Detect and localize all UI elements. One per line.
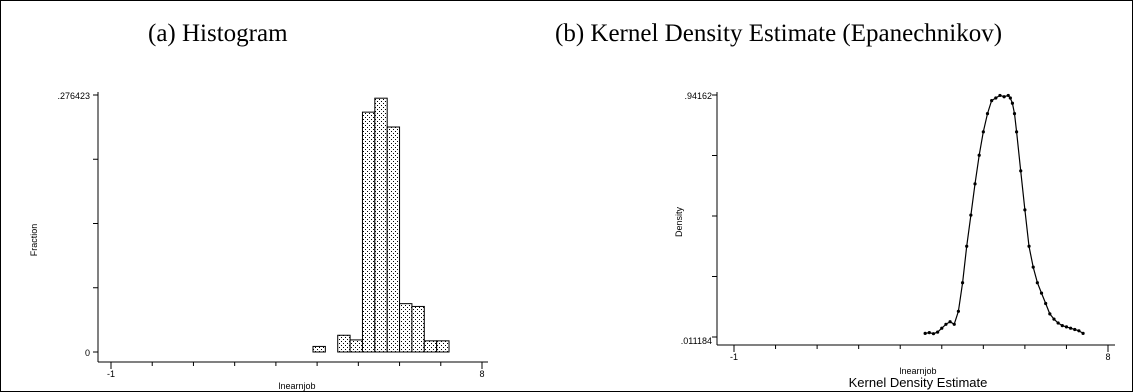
kde-point	[1044, 301, 1048, 306]
kde-line	[925, 94, 1084, 335]
kde-point	[998, 93, 1002, 98]
kde-point	[1060, 324, 1064, 328]
kde-ytick-label-top: .94162	[684, 91, 712, 101]
hist-xtick-label-left: -1	[107, 369, 115, 379]
histogram-bar	[386, 126, 401, 353]
kde-point	[1014, 130, 1019, 134]
kde-point	[965, 244, 969, 248]
kde-caption: Kernel Density Estimate	[849, 375, 988, 390]
histogram-panel: .276423 0 -1 8 Fraction lnearnjob	[29, 91, 488, 391]
kde-point	[1012, 112, 1017, 116]
kde-point	[960, 281, 965, 285]
histogram-bar	[374, 97, 388, 353]
kde-point	[1023, 208, 1027, 212]
kde-point	[1039, 291, 1044, 295]
histogram-bar	[361, 111, 376, 353]
histogram-bar	[349, 339, 363, 353]
histogram-bar	[337, 334, 351, 353]
kde-point	[1010, 101, 1015, 105]
kde-point	[977, 153, 981, 157]
kde-xtick-label-left: -1	[730, 352, 738, 362]
hist-y-axis-title: Fraction	[29, 224, 39, 257]
kde-point	[1006, 93, 1010, 98]
kde-point	[994, 96, 998, 100]
hist-xtick-label-right: 8	[479, 369, 484, 379]
kde-point	[1027, 244, 1031, 248]
kde-point	[1073, 327, 1077, 332]
kde-point	[990, 99, 994, 103]
kde-panel: .94162 .011184 -1 8 Density lnearnjob Ke…	[674, 91, 1115, 390]
kde-point	[956, 309, 961, 313]
kde-point	[952, 322, 956, 326]
hist-ytick-label-bottom: 0	[85, 348, 90, 358]
kde-point	[1052, 317, 1056, 321]
kde-point	[948, 320, 952, 324]
histogram-title: (a) Histogram	[148, 20, 288, 47]
histogram-bar	[399, 303, 413, 353]
kde-ytick-label-bottom: .011184	[681, 336, 712, 346]
histogram-bar	[312, 345, 326, 353]
kde-point	[1056, 321, 1060, 325]
kde-point	[1031, 265, 1035, 269]
kde-x-axis-title: lnearnjob	[899, 366, 936, 376]
histogram-bar	[411, 305, 425, 353]
kde-title: (b) Kernel Density Estimate (Epanechniko…	[555, 20, 1003, 47]
hist-x-axis-title: lnearnjob	[278, 381, 315, 391]
kde-point	[927, 331, 931, 335]
kde-point	[1019, 169, 1023, 173]
kde-point	[1081, 331, 1085, 336]
kde-point	[969, 213, 973, 217]
kde-point	[936, 330, 940, 334]
kde-point	[981, 130, 985, 134]
histogram-bar	[423, 340, 438, 353]
kde-point	[1035, 281, 1039, 285]
hist-ytick-label-top: .276423	[57, 91, 90, 101]
kde-point	[923, 331, 927, 336]
kde-point	[1002, 95, 1006, 99]
kde-point	[931, 332, 936, 336]
kde-point	[1077, 329, 1081, 333]
kde-point	[940, 326, 944, 330]
kde-point	[1064, 325, 1069, 329]
kde-y-axis-title: Density	[674, 206, 684, 237]
kde-point	[1008, 96, 1012, 100]
kde-point	[985, 112, 990, 116]
kde-xtick-label-right: 8	[1105, 352, 1110, 362]
kde-point	[1048, 312, 1052, 316]
kde-point	[973, 182, 977, 186]
histogram-bar	[436, 340, 450, 353]
kde-point	[1069, 326, 1073, 330]
kde-point	[944, 322, 948, 326]
